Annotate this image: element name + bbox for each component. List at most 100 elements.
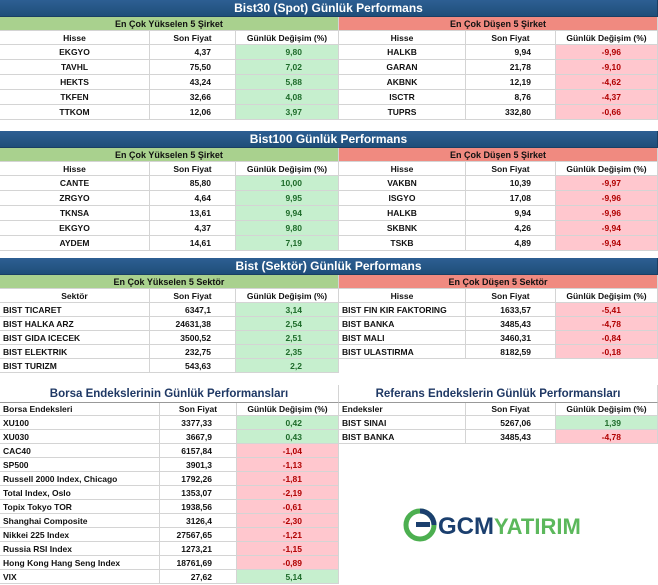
name-cell: XU030 (0, 430, 160, 444)
change-cell: -2,30 (237, 514, 339, 528)
price-cell: 1938,56 (160, 500, 237, 514)
price-cell: 332,80 (466, 105, 556, 120)
price-cell: 14,61 (150, 236, 236, 251)
name-cell: CAC40 (0, 444, 160, 458)
column-header: Son Fiyat (466, 289, 556, 303)
column-header: Borsa Endeksleri (0, 403, 160, 416)
change-cell: 7,02 (236, 60, 339, 75)
price-cell: 3500,52 (150, 331, 236, 345)
column-header: Hisse (339, 162, 466, 176)
change-cell: -9,97 (556, 176, 658, 191)
name-cell: Russell 2000 Index, Chicago (0, 472, 160, 486)
change-cell: 10,00 (236, 176, 339, 191)
name-cell: Russia RSI Index (0, 542, 160, 556)
change-cell: -5,41 (556, 303, 658, 317)
name-cell: BIST MALI (339, 331, 466, 345)
name-cell: Total Index, Oslo (0, 486, 160, 500)
price-cell: 3485,43 (466, 430, 556, 444)
sub-heading: En Çok Yükselen 5 Şirket (0, 17, 339, 31)
name-cell: AKBNK (339, 75, 466, 90)
name-cell: EKGYO (0, 221, 150, 236)
name-cell: CANTE (0, 176, 150, 191)
name-cell: Nikkei 225 Index (0, 528, 160, 542)
name-cell: TKNSA (0, 206, 150, 221)
change-cell: -9,96 (556, 191, 658, 206)
name-cell: HALKB (339, 206, 466, 221)
name-cell: BIST ULASTIRMA (339, 345, 466, 359)
sub-heading: En Çok Düşen 5 Şirket (339, 148, 658, 162)
price-cell: 543,63 (150, 359, 236, 373)
change-cell: -0,84 (556, 331, 658, 345)
price-cell: 8,76 (466, 90, 556, 105)
column-header: Hisse (0, 31, 150, 45)
change-cell: -0,61 (237, 500, 339, 514)
change-cell: -1,21 (237, 528, 339, 542)
column-header: Günlük Değişim (%) (236, 162, 339, 176)
change-cell: -2,19 (237, 486, 339, 500)
price-cell: 27,62 (160, 570, 237, 584)
price-cell: 1273,21 (160, 542, 237, 556)
column-header: Sektör (0, 289, 150, 303)
name-cell: SKBNK (339, 221, 466, 236)
price-cell: 12,06 (150, 105, 236, 120)
change-cell: 3,14 (236, 303, 339, 317)
name-cell: BIST BANKA (339, 430, 466, 444)
name-cell: Topix Tokyo TOR (0, 500, 160, 514)
column-header: Son Fiyat (466, 403, 556, 416)
column-header: Günlük Değişim (%) (556, 289, 658, 303)
change-cell: -1,81 (237, 472, 339, 486)
name-cell: EKGYO (0, 45, 150, 60)
change-cell: -0,89 (237, 556, 339, 570)
price-cell: 12,19 (466, 75, 556, 90)
column-header: Son Fiyat (150, 31, 236, 45)
change-cell: 2,54 (236, 317, 339, 331)
price-cell: 4,89 (466, 236, 556, 251)
column-header: Son Fiyat (150, 289, 236, 303)
sub-heading: En Çok Yükselen 5 Şirket (0, 148, 339, 162)
price-cell: 3377,33 (160, 416, 237, 430)
change-cell: 2,35 (236, 345, 339, 359)
name-cell: BIST FIN KIR FAKTORING (339, 303, 466, 317)
logo-icon-arc (419, 508, 437, 526)
column-header: Hisse (339, 31, 466, 45)
change-cell: -4,78 (556, 430, 658, 444)
column-header: Günlük Değişim (%) (556, 403, 658, 416)
column-header: Hisse (0, 162, 150, 176)
sub-heading: En Çok Düşen 5 Sektör (339, 275, 658, 289)
sub-heading: En Çok Düşen 5 Şirket (339, 17, 658, 31)
change-cell: 0,42 (237, 416, 339, 430)
logo-text: YATIRIM (494, 514, 581, 539)
change-cell: 3,97 (236, 105, 339, 120)
change-cell: -9,94 (556, 236, 658, 251)
price-cell: 4,37 (150, 45, 236, 60)
price-cell: 5267,06 (466, 416, 556, 430)
price-cell: 32,66 (150, 90, 236, 105)
name-cell: Hong Kong Hang Seng Index (0, 556, 160, 570)
sub-heading: En Çok Yükselen 5 Sektör (0, 275, 339, 289)
price-cell: 24631,38 (150, 317, 236, 331)
name-cell: TAVHL (0, 60, 150, 75)
column-header: Günlük Değişim (%) (237, 403, 339, 416)
name-cell: SP500 (0, 458, 160, 472)
column-header: Son Fiyat (150, 162, 236, 176)
change-cell: 4,08 (236, 90, 339, 105)
price-cell: 27567,65 (160, 528, 237, 542)
change-cell: -0,66 (556, 105, 658, 120)
section-title: Bist (Sektör) Günlük Performans (0, 258, 658, 275)
name-cell: HEKTS (0, 75, 150, 90)
change-cell: -9,10 (556, 60, 658, 75)
section-title: Bist100 Günlük Performans (0, 131, 658, 148)
change-cell: -4,37 (556, 90, 658, 105)
price-cell: 9,94 (466, 206, 556, 221)
price-cell: 3667,9 (160, 430, 237, 444)
price-cell: 1633,57 (466, 303, 556, 317)
change-cell: -4,78 (556, 317, 658, 331)
name-cell: ISGYO (339, 191, 466, 206)
price-cell: 4,64 (150, 191, 236, 206)
name-cell: TTKOM (0, 105, 150, 120)
name-cell: BIST HALKA ARZ (0, 317, 150, 331)
name-cell: BIST SINAI (339, 416, 466, 430)
name-cell: TUPRS (339, 105, 466, 120)
change-cell: -0,18 (556, 345, 658, 359)
change-cell: 9,95 (236, 191, 339, 206)
